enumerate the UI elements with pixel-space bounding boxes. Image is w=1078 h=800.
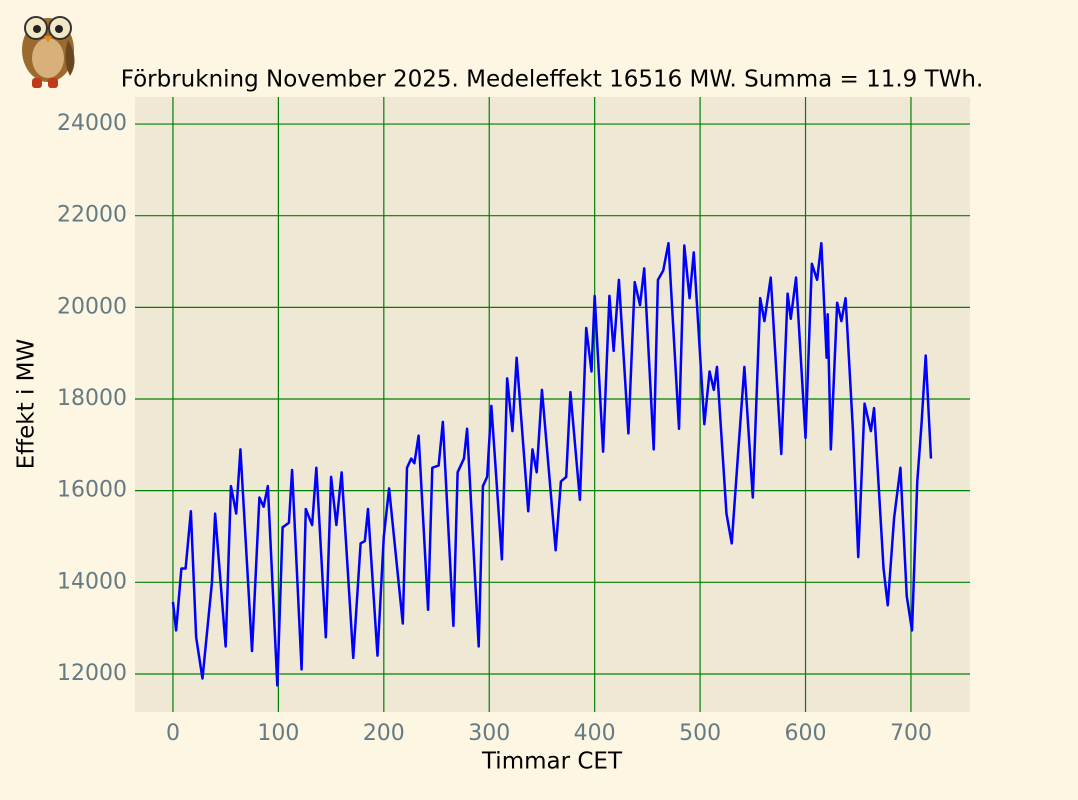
- y-tick-label: 12000: [57, 661, 127, 686]
- x-tick-label: 0: [166, 721, 180, 746]
- y-tick-label: 16000: [57, 478, 127, 503]
- line-series: [171, 241, 933, 687]
- owl-logo: [22, 16, 75, 88]
- x-tick-label: 200: [363, 721, 405, 746]
- x-tick-label: 400: [574, 721, 616, 746]
- x-tick-label: 600: [785, 721, 827, 746]
- y-axis-label: Effekt i MW: [14, 339, 40, 469]
- y-tick-label: 20000: [57, 294, 127, 319]
- x-axis-label: Timmar CET: [481, 749, 623, 775]
- chart-title: Förbrukning November 2025. Medeleffekt 1…: [121, 67, 984, 93]
- x-tick-label: 300: [468, 721, 510, 746]
- y-tick-label: 18000: [57, 386, 127, 411]
- x-tick-label: 100: [257, 721, 299, 746]
- y-tick-label: 24000: [57, 111, 127, 136]
- plot-area: [135, 97, 970, 712]
- x-tick-label: 500: [679, 721, 721, 746]
- y-tick-label: 22000: [57, 203, 127, 228]
- x-tick-label: 700: [890, 721, 932, 746]
- y-tick-label: 14000: [57, 569, 127, 594]
